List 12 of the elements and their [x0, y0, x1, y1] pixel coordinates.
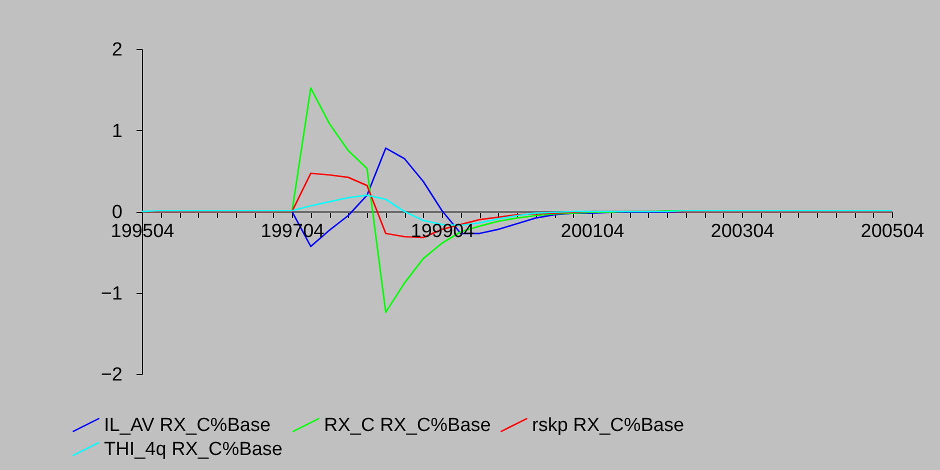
y-tick-label: −2 [100, 364, 122, 386]
x-tick-label: 200304 [710, 221, 775, 242]
y-tick-label: 1 [112, 120, 122, 142]
legend-label: THI_4q RX_C%Base [104, 439, 282, 460]
x-tick-label: 200504 [860, 221, 925, 242]
legend-label: IL_AV RX_C%Base [104, 415, 271, 436]
legend-label: RX_C RX_C%Base [324, 415, 491, 436]
y-tick-label: 2 [112, 40, 122, 60]
y-tick-label: −1 [100, 283, 122, 304]
legend-label: rskp RX_C%Base [532, 415, 684, 436]
x-tick-label: 200104 [560, 221, 625, 242]
y-tick-label: 0 [112, 202, 122, 223]
